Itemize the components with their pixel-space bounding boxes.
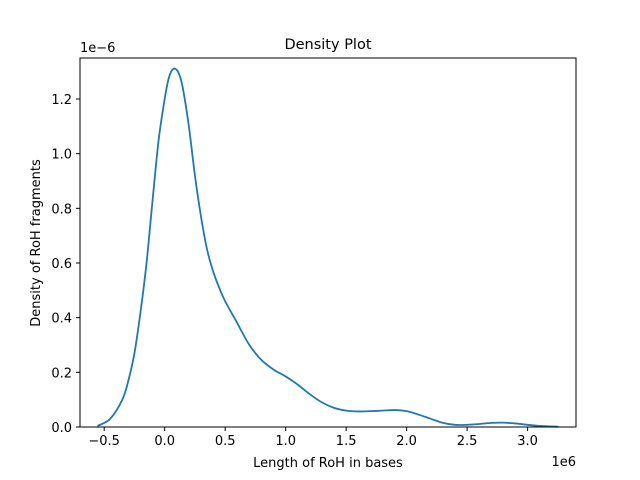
y-tick-label: 0.0 [51,421,72,436]
x-axis-ticks: −0.5 0.0 0.5 1.0 1.5 2.0 2.5 3.0 [88,427,538,449]
y-tick-label: 1.0 [51,148,72,163]
x-tick-label: −0.5 [88,434,120,449]
y-tick-label: 0.4 [51,312,72,327]
x-tick-label: 2.0 [396,434,417,449]
x-multiplier-label: 1e6 [551,455,576,470]
x-axis-label: Length of RoH in bases [253,456,403,471]
x-tick-label: 1.0 [275,434,296,449]
x-tick-label: 2.5 [457,434,478,449]
y-tick-label: 0.8 [51,202,72,217]
y-axis-label: Density of RoH fragments [29,159,44,327]
plot-frame [79,57,577,428]
density-curve [97,67,559,428]
y-tick-label: 0.2 [51,366,72,381]
series-layer [97,67,559,428]
x-tick-label: 1.5 [336,434,357,449]
x-tick-label: 0.0 [154,434,175,449]
y-tick-label: 1.2 [51,93,72,108]
y-tick-label: 0.6 [51,257,72,272]
chart-title: Density Plot [284,37,371,53]
y-axis-ticks: 0.0 0.2 0.4 0.6 0.8 1.0 1.2 [51,93,80,436]
x-tick-label: 3.0 [517,434,538,449]
x-tick-label: 0.5 [215,434,236,449]
y-multiplier-label: 1e−6 [80,41,115,56]
